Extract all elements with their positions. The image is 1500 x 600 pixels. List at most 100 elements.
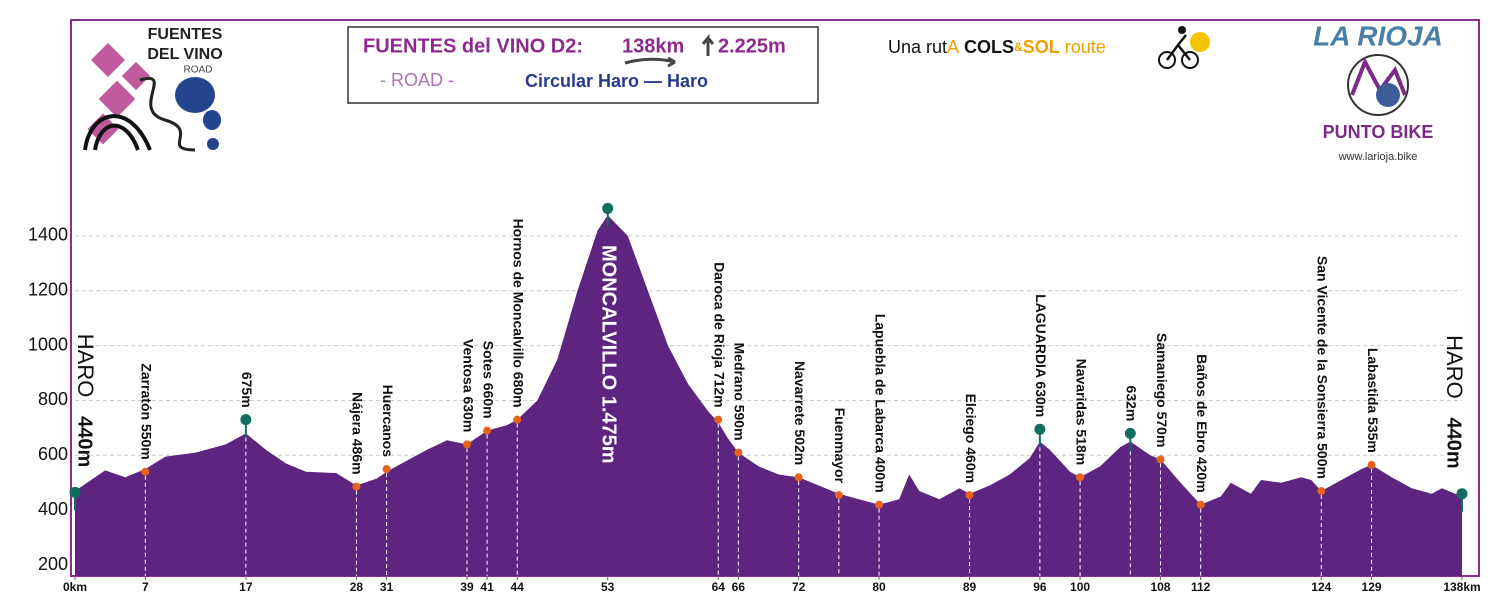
elevation-area [75,215,1462,576]
y-tick-label: 400 [38,499,68,519]
point-marker [352,482,361,491]
point-marker [513,415,522,424]
right-logo [1347,54,1409,116]
shop-name: PUNTO BIKE [1323,122,1434,142]
waypoint-label: Samaniego 570m [1154,333,1170,447]
end-elevation: 440m [1443,418,1465,469]
x-tick-label: 124 [1311,580,1331,594]
x-tick-label: 72 [792,580,806,594]
end-label: HARO [73,334,98,398]
x-tick-label: 89 [963,580,977,594]
x-tick-label: 41 [480,580,494,594]
waypoint-label: Elciego 460m [963,394,979,484]
waypoint-label: Nájera 486m [350,392,366,475]
point-marker [382,465,391,474]
x-tick-label: 64 [712,580,726,594]
point-marker [875,500,884,509]
point-marker [1367,460,1376,469]
cyclist-icon [1158,26,1210,69]
y-tick-label: 1000 [28,334,68,354]
header-distance: 138km [622,35,684,57]
point-marker [714,415,723,424]
tagline-part: SOL [1023,37,1060,57]
waypoint-label: Navaridas 518m [1073,359,1089,466]
waypoint-label: Labastida 535m [1365,348,1381,453]
peak-marker [240,414,252,426]
header-box [347,26,819,104]
waypoint-label: LAGUARDIA 630m [1033,294,1049,417]
y-tick-label: 200 [38,554,68,574]
waypoint-label: San Vicente de la Sonsierra 500m [1315,256,1331,479]
logo-text: DEL VINO [147,46,222,63]
tagline-part: route [1065,37,1106,57]
tagline-part: Una rut [888,37,947,57]
peak-marker [1124,427,1136,439]
x-tick-label: 129 [1362,580,1382,594]
waypoint-label: Medrano 590m [732,343,748,441]
header-route: Circular Haro — Haro [525,71,708,91]
waypoint-label: 632m [1124,386,1140,422]
website: www.larioja.bike [1338,151,1418,163]
point-marker [141,467,150,476]
header-climb: 2.225m [718,35,786,57]
x-tick-label: 80 [872,580,886,594]
peak-marker [1034,423,1046,435]
x-tick-label: 39 [460,580,474,594]
peak-marker [602,202,614,214]
distance-arrow [624,56,676,68]
y-tick-label: 1200 [28,279,68,299]
x-tick-label: 138km [1443,580,1480,594]
point-marker [734,448,743,457]
waypoint-label: Fuenmayor [832,408,848,484]
point-marker [1196,500,1205,509]
tagline-part: COLS [964,37,1014,57]
y-tick-label: 600 [38,444,68,464]
logo-blob [207,138,219,150]
waypoint-label: Daroca de Rioja 712m [712,262,728,408]
end-elevation: 440m [74,416,96,467]
y-tick-label: 1400 [28,225,68,245]
point-marker [483,426,492,435]
header-subtitle: - ROAD - [380,70,454,90]
waypoint-label: Lapuebla de Labarca 400m [872,314,888,493]
peak-marker [69,486,81,498]
logo-text: FUENTES [148,26,223,43]
point-marker [1156,455,1165,464]
region-title: LA RIOJA [1313,20,1443,51]
peak-marker [1456,488,1468,500]
x-tick-label: 31 [380,580,394,594]
x-tick-label: 7 [142,580,149,594]
point-marker [1317,486,1326,495]
logo-wheel [83,114,152,151]
header-title: FUENTES del VINO D2: [363,35,583,57]
logo-blob [203,110,221,130]
tagline-part: & [1014,40,1023,54]
logo-text: ROAD [184,65,213,76]
point-marker [1076,473,1085,482]
waypoint-label: Zarratón 550m [139,363,155,459]
x-tick-label: 108 [1150,580,1170,594]
x-tick-label: 0km [63,580,87,594]
x-tick-label: 100 [1070,580,1090,594]
tagline: Una rutA COLS&SOL route [888,37,1106,57]
point-marker [462,440,471,449]
x-tick-label: 112 [1191,580,1211,594]
x-tick-label: 17 [239,580,253,594]
tagline-part: A [947,37,959,57]
climb-arrow [701,33,715,56]
point-marker [834,491,843,500]
logo-blob [175,77,215,113]
point-marker [794,473,803,482]
y-tick-label: 800 [38,389,68,409]
logo-diamond [98,80,136,118]
x-tick-label: 96 [1033,580,1047,594]
waypoint-label: Huercanos [380,385,396,458]
x-tick-label: 66 [732,580,746,594]
end-label: HARO [1442,335,1467,399]
x-tick-label: 28 [350,580,364,594]
waypoint-label: Hornos de Moncalvillo 680m [511,219,527,408]
summit-label: MONCALVILLO 1.475m [597,245,619,464]
plot: MONCALVILLO 1.475m [69,202,1468,576]
waypoint-label: Ventosa 630m [460,339,476,432]
